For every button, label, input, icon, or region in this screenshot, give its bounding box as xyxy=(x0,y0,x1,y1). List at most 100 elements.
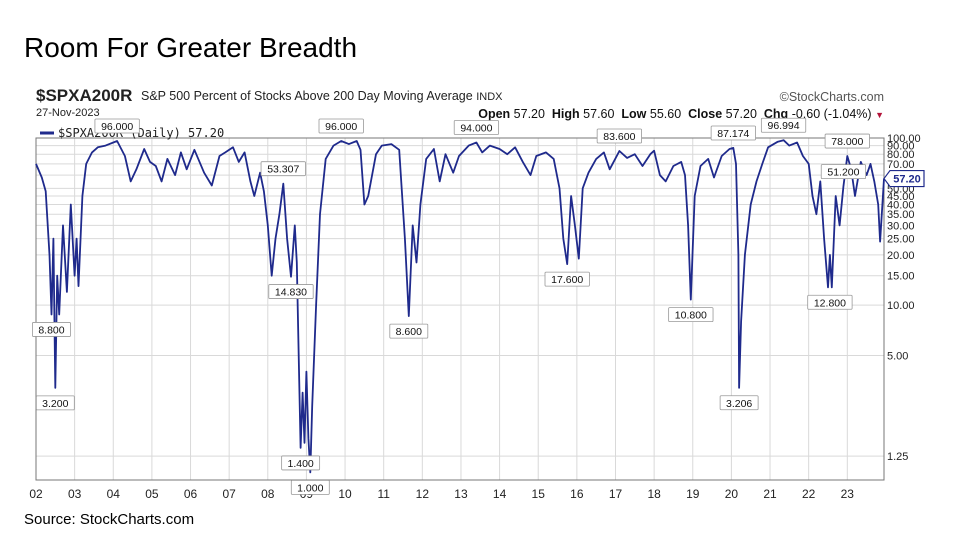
last-value-badge: 57.20 xyxy=(883,169,925,188)
y-tick-label: 1.25 xyxy=(887,451,908,463)
high-label: High xyxy=(551,107,580,121)
annotation-text: 12.800 xyxy=(814,297,846,309)
annotation-label: 96.000 xyxy=(94,118,140,134)
annotation-box xyxy=(318,118,364,134)
chart-description: S&P 500 Percent of Stocks Above 200 Day … xyxy=(141,89,502,103)
annotation-box xyxy=(389,323,429,339)
annotation-text: 17.600 xyxy=(551,274,583,286)
chg-label: Chg xyxy=(763,107,789,121)
close-value: 57.20 xyxy=(725,107,757,121)
low-label: Low xyxy=(621,107,647,121)
x-tick-label: 13 xyxy=(454,487,468,501)
y-tick-label: 90.00 xyxy=(887,141,915,153)
annotation-label: 96.994 xyxy=(760,117,807,133)
annotation-label: 87.174 xyxy=(710,125,756,141)
annotation-box xyxy=(32,322,71,337)
annotation-box xyxy=(807,294,853,310)
annotation-box xyxy=(668,307,714,322)
annotation-box xyxy=(290,479,330,495)
ticker-symbol: $SPXA200R xyxy=(36,86,133,105)
x-tick-label: 15 xyxy=(532,487,546,501)
annotation-label: 14.830 xyxy=(268,284,314,299)
x-tick-label: 10 xyxy=(338,487,352,501)
y-tick-label: 20.00 xyxy=(887,250,915,262)
x-tick-label: 23 xyxy=(841,487,855,501)
annotation-box xyxy=(35,395,75,411)
annotation-text: 96.994 xyxy=(767,120,799,132)
x-tick-label: 18 xyxy=(647,487,661,501)
annotation-text: 1.400 xyxy=(287,458,313,470)
badge-shape xyxy=(883,169,925,188)
x-tick-label: 12 xyxy=(416,487,430,501)
annotation-label: 8.800 xyxy=(32,322,71,337)
source-note: Source: StockCharts.com xyxy=(24,511,195,528)
brand-watermark: ©StockCharts.com xyxy=(779,90,884,104)
annotation-label: 17.600 xyxy=(544,271,590,287)
annotation-label: 1.000 xyxy=(290,479,330,495)
x-tick-label: 21 xyxy=(763,487,777,501)
close-label: Close xyxy=(688,107,723,121)
annotation-label: 51.200 xyxy=(820,164,867,180)
annotation-box xyxy=(453,120,500,135)
annotation-label: 96.000 xyxy=(318,118,364,134)
y-tick-label: 15.00 xyxy=(887,271,915,283)
series-line xyxy=(35,139,885,474)
badge-text: 57.20 xyxy=(893,174,921,186)
annotation-text: 14.830 xyxy=(275,287,307,299)
description-text: S&P 500 Percent of Stocks Above 200 Day … xyxy=(141,89,473,103)
plot-area xyxy=(35,137,885,481)
annotation-text: 8.600 xyxy=(396,326,422,338)
exchange-label: INDX xyxy=(476,91,503,103)
annotation-label: 8.600 xyxy=(389,323,429,339)
x-tick-label: 17 xyxy=(609,487,623,501)
annotation-box xyxy=(260,161,306,177)
annotation-label: 53.307 xyxy=(260,161,306,177)
x-tick-label: 03 xyxy=(68,487,82,501)
ohlc-readout: Open 57.20 High 57.60 Low 55.60 Close 57… xyxy=(478,107,884,121)
y-tick-label: 100.00 xyxy=(887,133,921,145)
y-tick-label: 70.00 xyxy=(887,159,915,171)
annotation-text: 96.000 xyxy=(101,121,133,133)
x-tick-label: 22 xyxy=(802,487,816,501)
annotation-label: 94.000 xyxy=(453,120,500,135)
annotation-text: 96.000 xyxy=(325,121,357,133)
annotation-box xyxy=(824,133,870,149)
x-tick-label: 07 xyxy=(222,487,236,501)
annotation-box xyxy=(281,455,321,471)
y-tick-label: 80.00 xyxy=(887,149,915,161)
legend-label: $SPXA200R (Daily) 57.20 xyxy=(58,126,224,140)
chg-value: -0.60 (-1.04%) xyxy=(791,107,872,121)
open-value: 57.20 xyxy=(513,107,545,121)
annotation-text: 78.000 xyxy=(831,136,863,148)
annotation-box xyxy=(820,164,867,180)
annotation-label: 12.800 xyxy=(807,294,853,310)
slide-title: Room For Greater Breadth xyxy=(24,32,358,63)
annotation-text: 83.600 xyxy=(603,131,635,143)
x-tick-label: 02 xyxy=(29,487,43,501)
annotation-box xyxy=(268,284,314,299)
low-value: 55.60 xyxy=(649,107,682,121)
x-tick-label: 08 xyxy=(261,487,275,501)
annotation-label: 1.400 xyxy=(281,455,321,471)
annotation-text: 1.000 xyxy=(297,482,323,494)
y-tick-label: 5.00 xyxy=(887,351,908,363)
x-tick-label: 20 xyxy=(725,487,739,501)
annotation-box xyxy=(94,118,140,134)
annotation-text: 10.800 xyxy=(675,310,707,322)
annotation-text: 3.200 xyxy=(42,398,68,410)
annotation-label: 3.200 xyxy=(35,395,75,411)
annotation-box xyxy=(719,395,759,411)
annotation-text: 94.000 xyxy=(460,122,492,134)
x-tick-label: 11 xyxy=(377,487,390,501)
x-tick-label: 06 xyxy=(184,487,198,501)
annotation-label: 3.206 xyxy=(719,395,759,411)
annotation-label: 78.000 xyxy=(824,133,870,149)
high-value: 57.60 xyxy=(583,107,615,121)
annotation-label: 83.600 xyxy=(596,128,642,144)
annotation-text: 53.307 xyxy=(267,164,299,176)
annotation-box xyxy=(544,271,590,287)
annotation-box xyxy=(710,125,756,141)
y-tick-label: 40.00 xyxy=(887,200,915,212)
annotation-text: 3.206 xyxy=(726,398,752,410)
annotation-text: 8.800 xyxy=(38,324,64,336)
